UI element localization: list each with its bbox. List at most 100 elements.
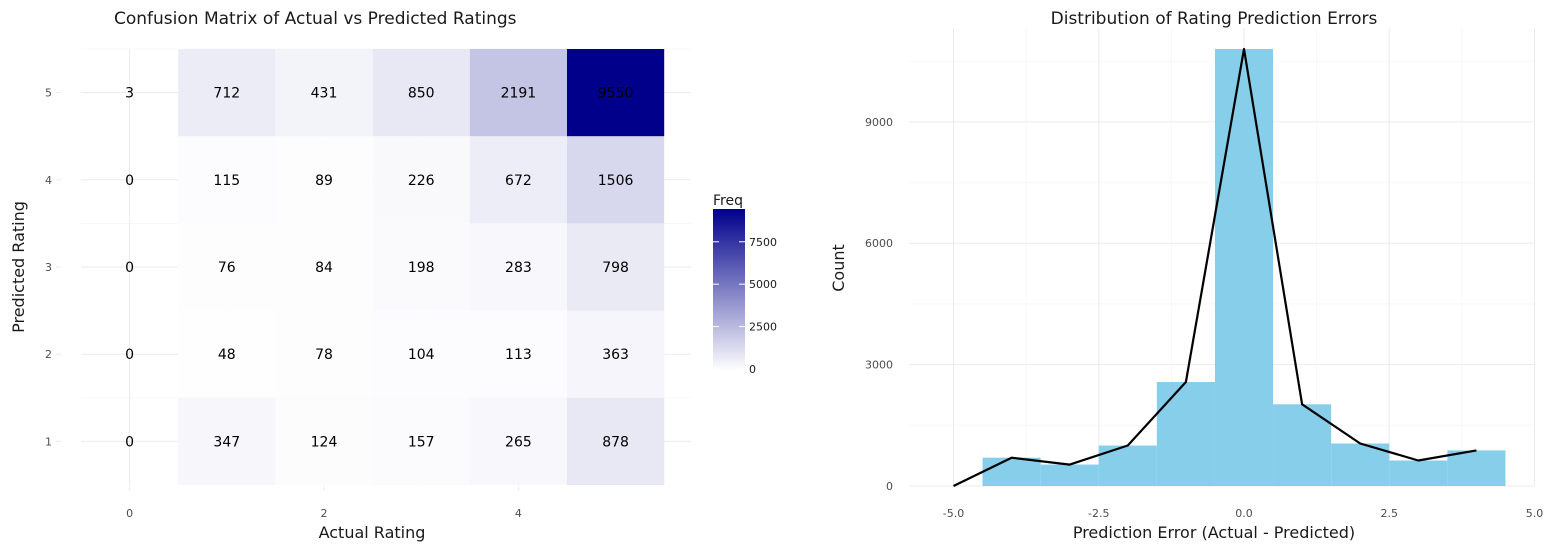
cm-y-tick-label: 1 (45, 435, 52, 448)
cm-y-tick-label: 5 (45, 87, 52, 100)
cm-cell-label: 3 (125, 86, 134, 102)
hist-y-tick-label: 6000 (865, 237, 893, 250)
histogram-frequency-line (953, 47, 1477, 487)
confusion-matrix-cells (178, 49, 665, 485)
cm-cell (372, 397, 470, 485)
confusion-matrix-cell-labels: 0 347 124 157 265 878 0 48 78 104 113 363 0 76 84 198 28… (125, 86, 633, 451)
hist-y-tick-label: 9000 (865, 116, 893, 129)
cm-y-tick-label: 4 (45, 174, 52, 187)
cm-cell (372, 49, 470, 137)
histogram-x-ticks: -5.0 -2.5 0.0 2.5 5.0 (943, 507, 1543, 520)
histogram-x-axis-label: Prediction Error (Actual - Predicted) (1073, 523, 1355, 542)
cm-cell (275, 310, 373, 398)
cm-cell-label: 226 (408, 173, 435, 189)
cm-cell-label: 850 (408, 86, 435, 102)
cm-cell (178, 136, 276, 224)
histogram-bar (1156, 382, 1215, 486)
hist-x-tick-label: 2.5 (1381, 507, 1399, 520)
cm-cell-label: 89 (315, 173, 333, 189)
cm-cell (567, 310, 665, 398)
cm-cell-label: 878 (602, 434, 629, 450)
cm-cell (567, 136, 665, 224)
hist-y-tick-label: 3000 (865, 359, 893, 372)
cm-cell (567, 223, 665, 311)
cm-cell-label: 124 (311, 434, 338, 450)
freq-legend-colorbar (713, 209, 745, 371)
cm-cell-label: 84 (315, 260, 333, 276)
freq-legend-ticks: 0 2500 5000 7500 (713, 236, 777, 376)
cm-y-tick-label: 2 (45, 348, 52, 361)
cm-cell-label: 712 (213, 86, 240, 102)
freq-legend-tick-label: 7500 (749, 236, 777, 249)
confusion-matrix-x-axis-label: Actual Rating (319, 523, 426, 542)
cm-cell (372, 136, 470, 224)
hist-x-tick-label: 0.0 (1235, 507, 1253, 520)
cm-cell-label: 363 (602, 347, 629, 363)
cm-cell (275, 223, 373, 311)
histogram-bars (982, 49, 1506, 486)
cm-cell-label: 198 (408, 260, 435, 276)
cm-cell-label: 78 (315, 347, 333, 363)
cm-cell (275, 397, 373, 485)
cm-cell (567, 49, 665, 137)
hist-x-tick-label: 5.0 (1526, 507, 1544, 520)
histogram-bar (1389, 460, 1448, 486)
cm-cell (178, 310, 276, 398)
cm-cell-label: 9550 (598, 86, 634, 102)
cm-cell (469, 223, 567, 311)
freq-legend-tick-label: 2500 (749, 321, 777, 334)
cm-cell-label: 113 (505, 347, 532, 363)
confusion-matrix-x-ticks: 0 2 4 (126, 487, 522, 520)
cm-cell (469, 136, 567, 224)
confusion-matrix-panel: Confusion Matrix of Actual vs Predicted … (9, 9, 777, 542)
cm-cell-label: 0 (125, 434, 134, 450)
cm-cell-label: 0 (125, 173, 134, 189)
histogram-bar (982, 457, 1041, 486)
histogram-bar (1273, 404, 1332, 486)
cm-cell-label: 0 (125, 260, 134, 276)
cm-cell (469, 397, 567, 485)
cm-cell (469, 49, 567, 137)
error-histogram-panel: Distribution of Rating Prediction Errors… (829, 9, 1543, 542)
freq-legend-tick-label: 5000 (749, 278, 777, 291)
cm-cell-label: 283 (505, 260, 532, 276)
cm-cell (372, 310, 470, 398)
cm-cell (372, 223, 470, 311)
cm-cell-label: 798 (602, 260, 629, 276)
confusion-matrix-title: Confusion Matrix of Actual vs Predicted … (114, 9, 517, 29)
cm-cell-label: 1506 (598, 173, 634, 189)
frequency-polygon-line (953, 47, 1477, 487)
cm-x-tick-label: 0 (126, 507, 133, 520)
freq-legend-tick-label: 0 (749, 363, 756, 376)
histogram-y-ticks: 0 3000 6000 9000 (865, 116, 893, 493)
cm-cell-label: 0 (125, 347, 134, 363)
hist-x-tick-label: -2.5 (1088, 507, 1109, 520)
cm-cell (469, 310, 567, 398)
hist-x-tick-label: -5.0 (943, 507, 964, 520)
confusion-matrix-y-axis-label: Predicted Rating (9, 201, 28, 333)
cm-cell-label: 104 (408, 347, 435, 363)
histogram-title: Distribution of Rating Prediction Errors (1051, 9, 1378, 29)
confusion-matrix-y-ticks: 1 2 3 4 5 (45, 87, 61, 448)
cm-cell-label: 347 (213, 434, 240, 450)
histogram-y-axis-label: Count (829, 244, 848, 292)
cm-y-tick-label: 3 (45, 261, 52, 274)
freq-legend-title: Freq (713, 193, 743, 209)
cm-cell-label: 2191 (501, 86, 537, 102)
cm-cell-label: 76 (218, 260, 236, 276)
cm-cell-label: 672 (505, 173, 532, 189)
freq-legend: Freq 0 2500 5000 7500 (713, 193, 777, 376)
cm-cell (178, 49, 276, 137)
cm-x-tick-label: 4 (515, 507, 522, 520)
cm-cell (178, 397, 276, 485)
cm-cell-label: 48 (218, 347, 236, 363)
cm-cell-label: 431 (311, 86, 338, 102)
histogram-bar (1214, 49, 1274, 486)
histogram-bar (1331, 443, 1390, 486)
cm-cell-label: 115 (213, 173, 240, 189)
cm-cell (178, 223, 276, 311)
cm-cell-label: 157 (408, 434, 435, 450)
cm-x-tick-label: 2 (321, 507, 328, 520)
